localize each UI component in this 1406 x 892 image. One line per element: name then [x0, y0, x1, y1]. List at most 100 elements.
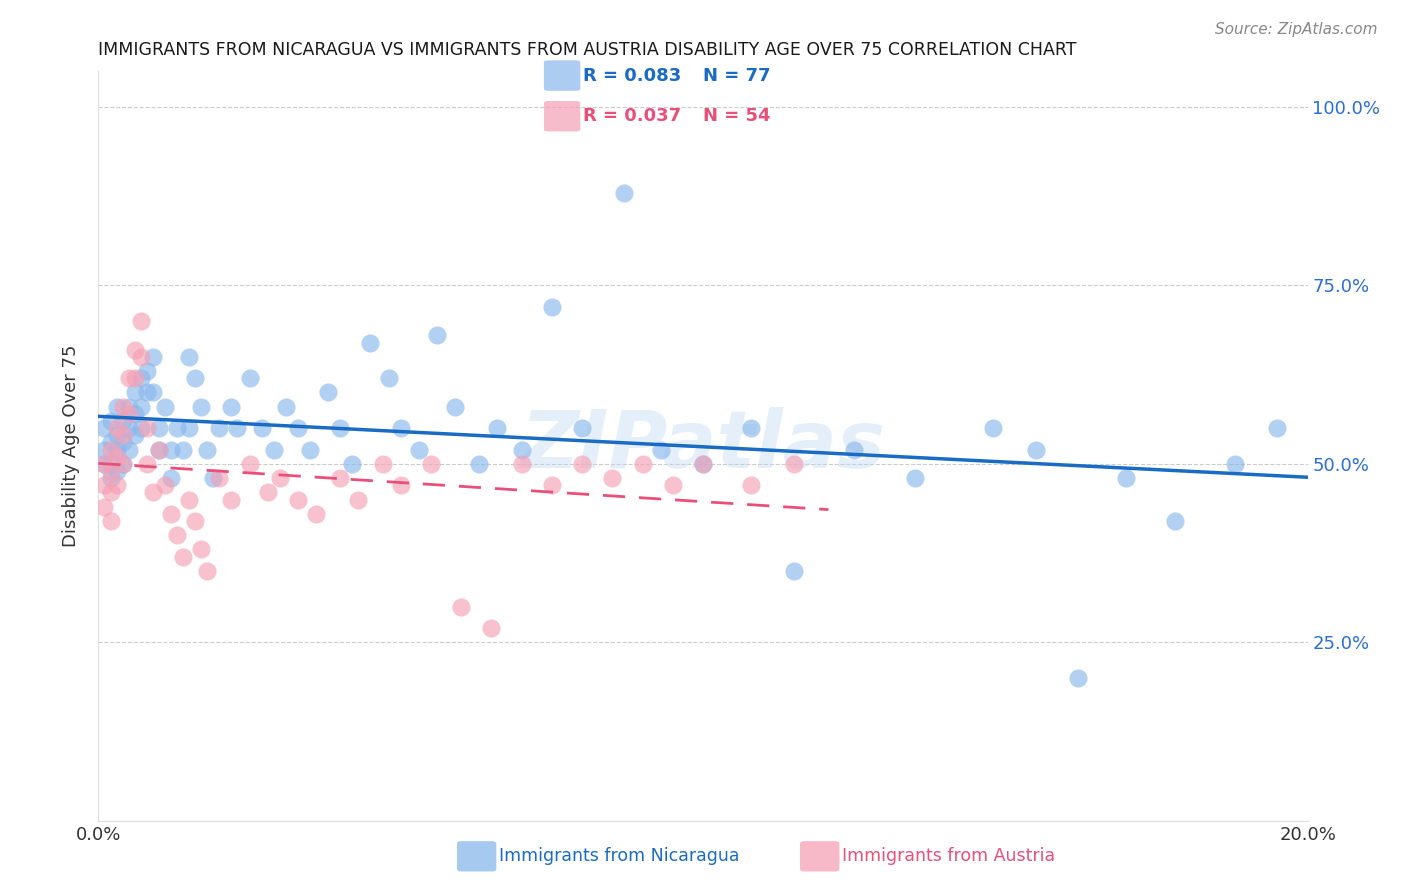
Point — [100, 414, 122, 428]
Point — [105, 442, 128, 457]
Point — [305, 507, 328, 521]
Point — [904, 471, 927, 485]
Point — [100, 435, 122, 450]
Point — [135, 385, 157, 400]
Point — [389, 421, 412, 435]
Point — [124, 371, 146, 385]
Point — [377, 371, 399, 385]
Point — [650, 442, 672, 457]
Point — [100, 514, 122, 528]
Point — [208, 421, 231, 435]
Point — [160, 471, 183, 485]
Point — [179, 492, 201, 507]
Point — [129, 400, 152, 414]
Point — [148, 442, 170, 457]
Point — [510, 457, 533, 471]
Point — [221, 492, 243, 507]
Point — [274, 400, 297, 414]
Point — [124, 385, 146, 400]
Point — [844, 442, 866, 457]
Point — [111, 457, 134, 471]
Point — [783, 457, 806, 471]
Text: R = 0.037: R = 0.037 — [583, 107, 681, 125]
Point — [118, 400, 141, 414]
Point — [468, 457, 491, 471]
Text: N = 77: N = 77 — [703, 67, 770, 85]
Point — [166, 528, 188, 542]
Point — [100, 485, 122, 500]
Y-axis label: Disability Age Over 75: Disability Age Over 75 — [62, 344, 80, 548]
Point — [160, 507, 183, 521]
Point — [129, 314, 152, 328]
Point — [1223, 457, 1246, 471]
Point — [105, 478, 128, 492]
Point — [250, 421, 273, 435]
Point — [160, 442, 183, 457]
Point — [93, 421, 115, 435]
Point — [426, 328, 449, 343]
Point — [93, 500, 115, 514]
Point — [100, 442, 122, 457]
Point — [118, 421, 141, 435]
Point — [371, 457, 394, 471]
Point — [347, 492, 370, 507]
Point — [93, 442, 115, 457]
Point — [287, 421, 309, 435]
Point — [239, 457, 262, 471]
Point — [142, 350, 165, 364]
Point — [444, 400, 467, 414]
Text: N = 54: N = 54 — [703, 107, 770, 125]
Point — [329, 471, 352, 485]
Point — [602, 471, 624, 485]
Point — [1267, 421, 1289, 435]
Point — [190, 542, 212, 557]
Text: IMMIGRANTS FROM NICARAGUA VS IMMIGRANTS FROM AUSTRIA DISABILITY AGE OVER 75 CORR: IMMIGRANTS FROM NICARAGUA VS IMMIGRANTS … — [98, 41, 1077, 59]
Point — [221, 400, 243, 414]
Point — [316, 385, 339, 400]
Point — [184, 371, 207, 385]
Point — [202, 471, 225, 485]
Point — [129, 421, 152, 435]
Point — [118, 407, 141, 421]
FancyBboxPatch shape — [544, 101, 581, 131]
Point — [1024, 442, 1046, 457]
Point — [118, 371, 141, 385]
Point — [408, 442, 430, 457]
Point — [208, 471, 231, 485]
Point — [450, 599, 472, 614]
Text: R = 0.083: R = 0.083 — [583, 67, 681, 85]
Point — [129, 350, 152, 364]
Point — [571, 457, 593, 471]
Point — [100, 464, 122, 478]
Point — [184, 514, 207, 528]
Point — [100, 471, 122, 485]
Point — [692, 457, 714, 471]
Point — [172, 549, 194, 564]
Point — [981, 421, 1004, 435]
Point — [105, 421, 128, 435]
Point — [190, 400, 212, 414]
Point — [740, 421, 762, 435]
Point — [299, 442, 322, 457]
Point — [111, 435, 134, 450]
Point — [100, 457, 122, 471]
Text: Immigrants from Austria: Immigrants from Austria — [842, 847, 1056, 865]
Point — [420, 457, 443, 471]
Point — [124, 428, 146, 442]
Point — [135, 364, 157, 378]
Point — [287, 492, 309, 507]
Point — [510, 442, 533, 457]
Text: Immigrants from Nicaragua: Immigrants from Nicaragua — [499, 847, 740, 865]
Point — [329, 421, 352, 435]
Point — [263, 442, 285, 457]
Point — [124, 343, 146, 357]
Point — [389, 478, 412, 492]
Point — [1115, 471, 1137, 485]
Point — [486, 421, 509, 435]
Point — [105, 464, 128, 478]
Point — [135, 421, 157, 435]
Point — [481, 621, 503, 635]
Point — [256, 485, 278, 500]
Point — [239, 371, 262, 385]
Point — [613, 186, 636, 200]
